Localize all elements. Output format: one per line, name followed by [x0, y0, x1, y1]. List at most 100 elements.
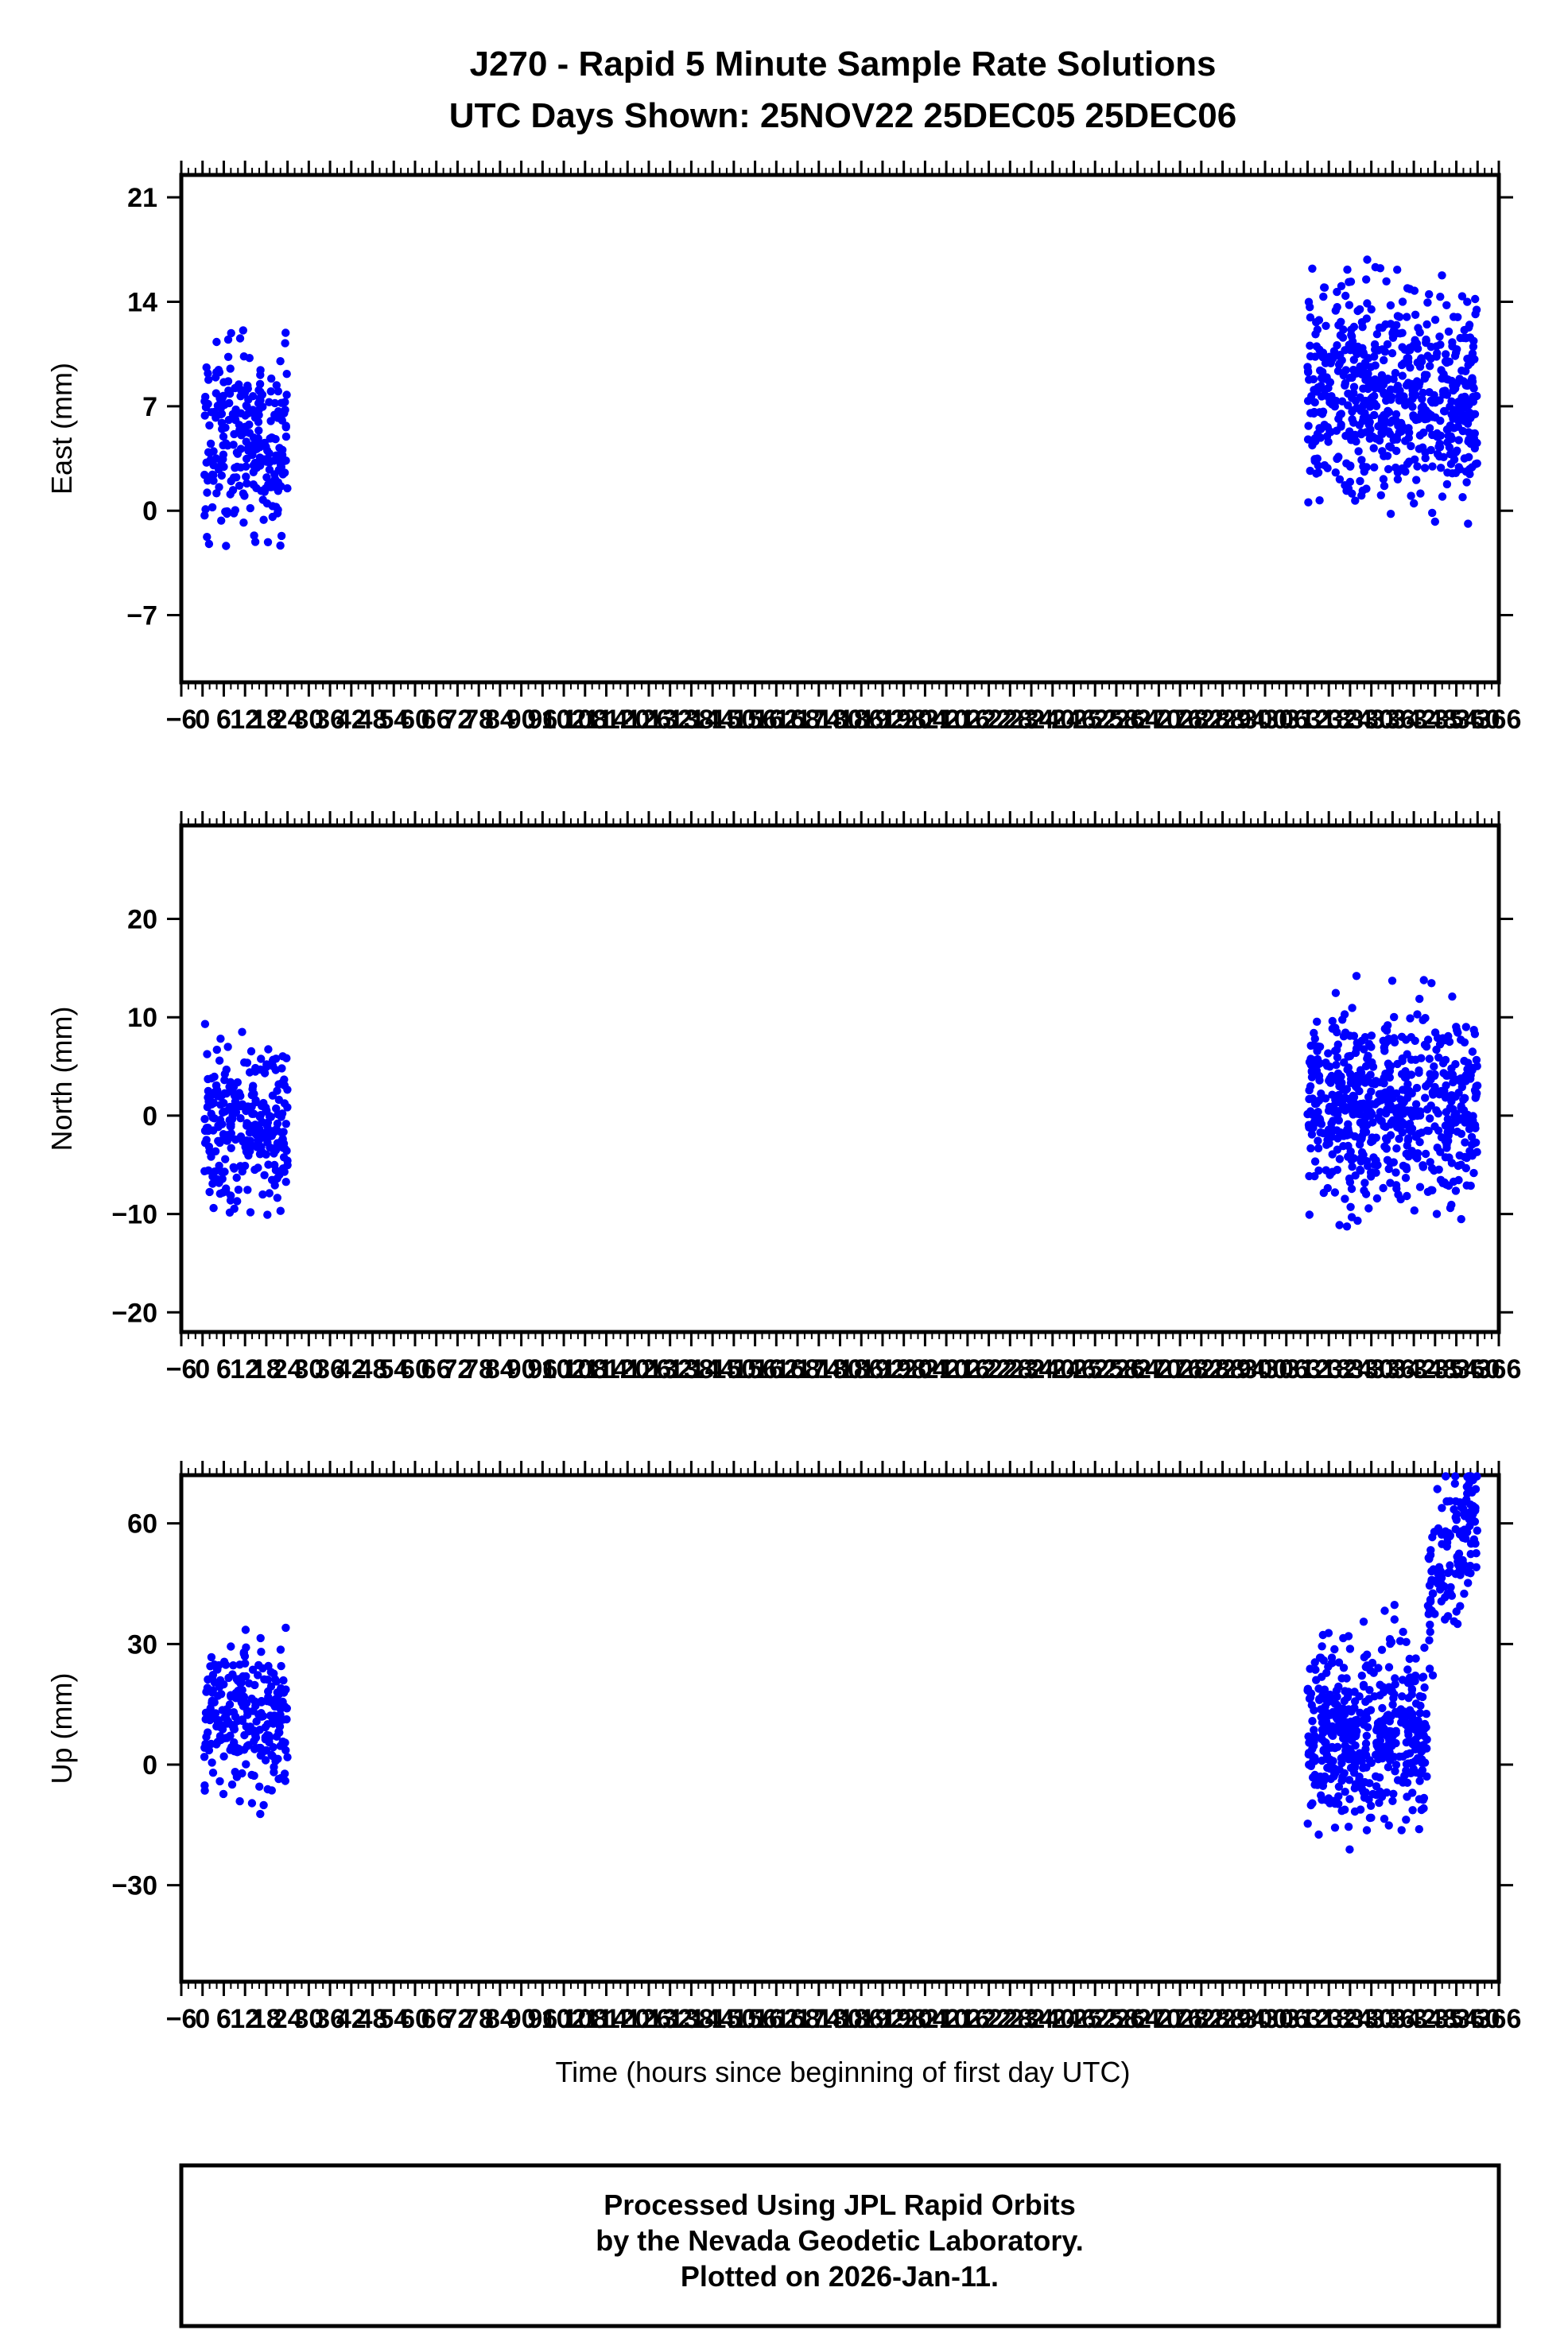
north-data-point: [1348, 1163, 1356, 1171]
north-data-point: [1333, 1126, 1341, 1135]
up-y-tick-label: −30: [111, 1871, 157, 1901]
east-data-point: [1382, 410, 1391, 419]
up-data-point: [1464, 1579, 1473, 1587]
north-data-point: [246, 1047, 256, 1056]
east-data-point: [1357, 318, 1367, 327]
up-data-point: [1452, 1607, 1461, 1616]
north-x-tick-label: 294: [1221, 1354, 1267, 1384]
north-data-point: [1349, 1109, 1357, 1118]
east-data-point: [225, 398, 234, 408]
east-data-point: [1370, 352, 1379, 361]
east-data-point: [1363, 255, 1372, 264]
north-x-tick-label: 156: [732, 1354, 778, 1384]
north-data-point: [1352, 972, 1361, 981]
up-data-point: [277, 1661, 285, 1671]
east-data-point: [1365, 434, 1375, 443]
north-data-point: [262, 1107, 270, 1116]
up-data-point: [1392, 1709, 1401, 1718]
east-x-tick-label: 84: [485, 705, 515, 735]
up-data-point: [1469, 1517, 1477, 1525]
north-data-point: [1466, 1181, 1475, 1190]
north-data-point: [1376, 1117, 1385, 1125]
north-data-point: [222, 1184, 231, 1193]
east-data-point: [1342, 459, 1351, 468]
north-data-point: [200, 1115, 209, 1124]
east-x-tick-label: 114: [584, 705, 628, 735]
north-data-point: [277, 1113, 285, 1121]
up-data-point: [1339, 1734, 1348, 1743]
north-data-point: [1421, 1093, 1430, 1102]
north-x-tick-label: 54: [378, 1354, 409, 1384]
up-x-tick-label: 0: [195, 2004, 210, 2034]
north-data-point: [1310, 1117, 1319, 1126]
up-data-point: [1334, 1792, 1343, 1800]
north-data-point: [1360, 1118, 1369, 1128]
east-data-point: [254, 417, 263, 426]
east-data-point: [1388, 349, 1397, 358]
east-x-tick-label: 120: [605, 705, 650, 735]
up-data-point: [208, 1673, 217, 1682]
north-data-point: [1341, 1194, 1349, 1203]
up-data-point: [207, 1652, 216, 1662]
east-data-point: [1398, 371, 1407, 380]
east-data-point: [1423, 410, 1432, 418]
up-data-point: [227, 1780, 237, 1789]
up-data-point: [272, 1732, 281, 1741]
north-y-tick-label: 20: [127, 905, 157, 935]
chart-title: J270 - Rapid 5 Minute Sample Rate Soluti…: [470, 45, 1217, 83]
north-data-point: [247, 1102, 256, 1111]
up-data-point: [245, 1726, 254, 1734]
up-data-point: [1407, 1713, 1417, 1722]
east-data-point: [235, 334, 245, 343]
north-data-point: [1369, 1153, 1378, 1162]
north-data-point: [1471, 1124, 1480, 1132]
up-data-point: [1386, 1756, 1395, 1765]
north-data-point: [1404, 1134, 1413, 1143]
north-data-point: [1367, 1031, 1376, 1040]
north-data-point: [1403, 1080, 1412, 1089]
up-data-point: [1473, 1526, 1482, 1535]
north-data-point: [1313, 1017, 1322, 1027]
north-data-point: [269, 1055, 278, 1064]
east-data-point: [1392, 446, 1401, 456]
east-data-point: [1426, 362, 1434, 371]
up-y-tick-label: 60: [127, 1509, 157, 1540]
up-data-point: [1395, 1637, 1405, 1645]
east-data-point: [1349, 355, 1359, 364]
east-data-point: [1391, 463, 1400, 472]
up-data-point: [1438, 1504, 1446, 1513]
east-data-point: [1412, 476, 1421, 484]
east-data-point: [1345, 301, 1354, 309]
east-y-tick-label: −7: [126, 601, 157, 631]
up-x-tick-label: 72: [443, 2004, 473, 2034]
up-data-point: [282, 1704, 291, 1713]
east-data-point: [1304, 297, 1314, 306]
north-data-point: [1461, 1023, 1471, 1031]
east-data-point: [1306, 313, 1315, 322]
east-data-point: [1363, 299, 1372, 308]
up-data-point: [1415, 1825, 1424, 1834]
east-data-point: [217, 410, 227, 418]
up-data-point: [1339, 1633, 1348, 1643]
up-data-point: [254, 1710, 263, 1719]
north-x-tick-label: 30: [293, 1354, 324, 1384]
north-data-point: [1364, 1204, 1373, 1213]
north-data-point: [1335, 1155, 1345, 1163]
up-data-point: [1318, 1672, 1326, 1681]
north-x-tick-label: 78: [464, 1354, 494, 1384]
north-data-point: [258, 1190, 267, 1199]
east-data-point: [270, 410, 279, 419]
north-data-point: [215, 1056, 224, 1065]
up-data-point: [1334, 1682, 1343, 1691]
up-data-point: [1362, 1826, 1372, 1835]
north-data-point: [1407, 1109, 1416, 1119]
north-data-point: [1307, 1130, 1317, 1139]
east-data-point: [1386, 301, 1395, 310]
east-data-point: [255, 379, 265, 389]
east-data-point: [1371, 375, 1380, 384]
up-data-point: [1324, 1794, 1333, 1803]
north-data-point: [1405, 1086, 1414, 1096]
up-data-point: [1404, 1730, 1413, 1739]
east-data-point: [1389, 435, 1398, 445]
